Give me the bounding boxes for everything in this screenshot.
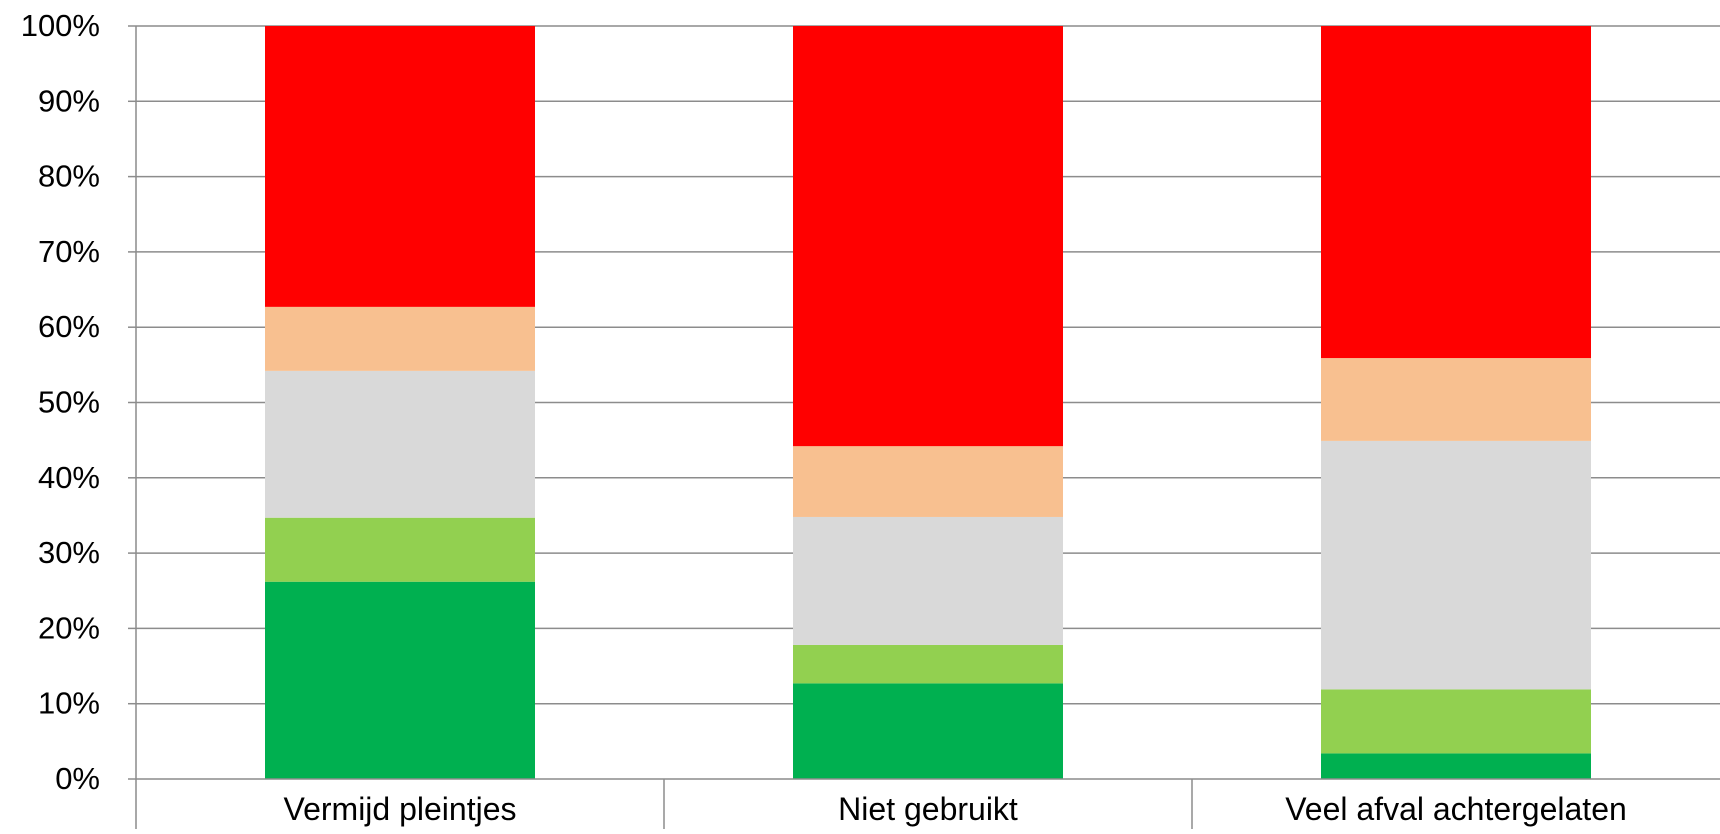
x-tick-label: Veel afval achtergelaten bbox=[1285, 791, 1627, 827]
y-tick-label: 100% bbox=[21, 8, 100, 43]
bar-segment bbox=[1321, 358, 1591, 441]
bar-segment bbox=[1321, 689, 1591, 754]
bar-segment bbox=[1321, 440, 1591, 690]
bar-segment bbox=[265, 26, 535, 307]
y-tick-label: 0% bbox=[55, 761, 100, 796]
y-tick-label: 60% bbox=[38, 309, 100, 344]
y-tick-label: 10% bbox=[38, 686, 100, 721]
axes bbox=[128, 25, 1720, 829]
y-tick-label: 30% bbox=[38, 535, 100, 570]
y-tick-label: 20% bbox=[38, 610, 100, 645]
bar-segment bbox=[265, 517, 535, 582]
bar-segment bbox=[793, 644, 1063, 684]
bars bbox=[265, 26, 1591, 779]
x-tick-label: Niet gebruikt bbox=[838, 791, 1018, 827]
y-tick-label: 70% bbox=[38, 234, 100, 269]
bar-segment bbox=[793, 683, 1063, 779]
bar-segment bbox=[793, 446, 1063, 517]
y-tick-label: 40% bbox=[38, 460, 100, 495]
bar-segment bbox=[265, 306, 535, 371]
tick-labels: 0% 10% 20% 30% 40% 50% 60% 70% 80% 90% 100% Vermijd… bbox=[21, 8, 1627, 827]
y-tick-label: 50% bbox=[38, 385, 100, 420]
y-tick-label: 90% bbox=[38, 83, 100, 118]
bar-segment bbox=[1321, 26, 1591, 359]
bar-segment bbox=[265, 581, 535, 779]
bar-segment bbox=[793, 516, 1063, 645]
bar-segment bbox=[1321, 753, 1591, 779]
bar-segment bbox=[265, 370, 535, 518]
x-tick-label: Vermijd pleintjes bbox=[284, 791, 517, 827]
y-tick-label: 80% bbox=[38, 159, 100, 194]
bar-segment bbox=[793, 26, 1063, 447]
